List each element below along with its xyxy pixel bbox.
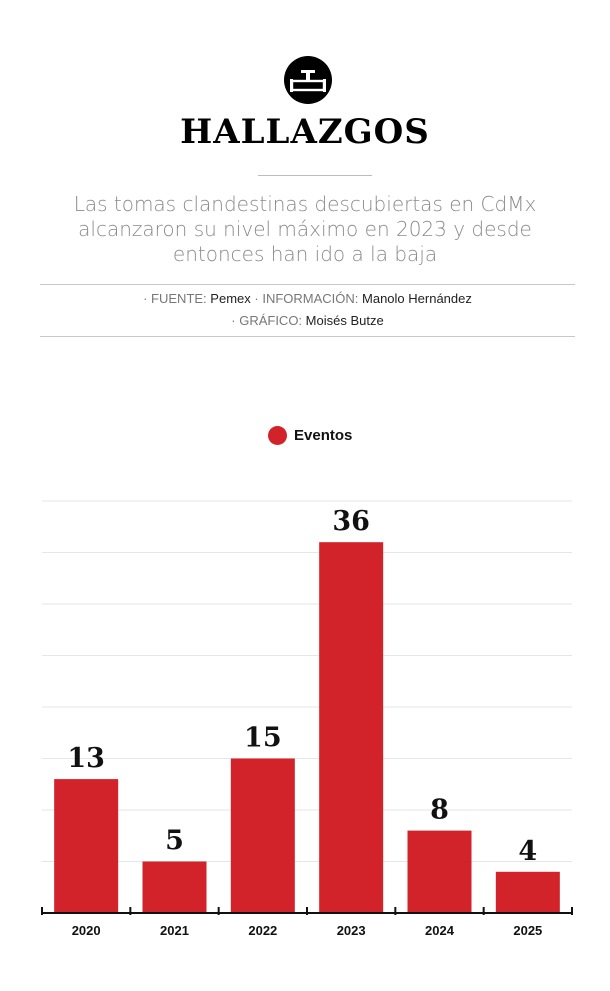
bar-chart: 13 5 15 36 8 4 2020 2021 2022 2023 2024 2025: [41, 500, 573, 938]
credits-top-divider: [40, 284, 575, 285]
legend-swatch: [268, 425, 287, 445]
graphic-value: Moisés Butze: [305, 313, 384, 328]
credits-bottom-divider: [40, 336, 575, 337]
grid-lines: [42, 500, 572, 862]
credits: · FUENTE: Pemex · INFORMACIÓN: Manolo He…: [40, 288, 575, 332]
x-tick-labels: 2020 2021 2022 2023 2024 2025: [72, 923, 543, 938]
bar-2022: [230, 758, 295, 913]
info-label: · INFORMACIÓN:: [254, 291, 359, 306]
x-axis: [41, 907, 573, 915]
info-value: Manolo Hernández: [362, 291, 472, 306]
source-label: · FUENTE:: [143, 291, 207, 306]
bar-2021: [142, 861, 207, 913]
bar-2020: [54, 779, 119, 913]
legend: Eventos: [268, 425, 352, 445]
subtitle: Las tomas clandestinas descubiertas en C…: [73, 192, 537, 266]
legend-label: Eventos: [294, 426, 353, 444]
value-label-2024: 8: [430, 795, 449, 826]
value-label-2021: 5: [165, 826, 184, 857]
value-label-2022: 15: [244, 723, 282, 754]
source-value: Pemex: [210, 291, 251, 306]
value-label-2025: 4: [518, 836, 537, 867]
bar-2023: [319, 542, 384, 913]
tick-label-2021: 2021: [160, 923, 189, 938]
page-title: HALLAZGOS: [180, 112, 430, 152]
tick-label-2020: 2020: [72, 923, 101, 938]
pipeline-valve-icon: [283, 55, 333, 105]
tick-label-2023: 2023: [337, 923, 366, 938]
value-label-2023: 36: [332, 506, 370, 537]
value-labels: 13 5 15 36 8 4: [67, 506, 537, 867]
bar-2024: [407, 830, 472, 913]
tick-label-2024: 2024: [425, 923, 455, 938]
graphic-label: · GRÁFICO:: [231, 313, 303, 328]
value-label-2020: 13: [67, 743, 105, 774]
tick-label-2022: 2022: [248, 923, 277, 938]
tick-label-2025: 2025: [513, 923, 542, 938]
title-divider: [258, 175, 372, 176]
bars: [54, 542, 560, 913]
bar-2025: [495, 871, 560, 913]
